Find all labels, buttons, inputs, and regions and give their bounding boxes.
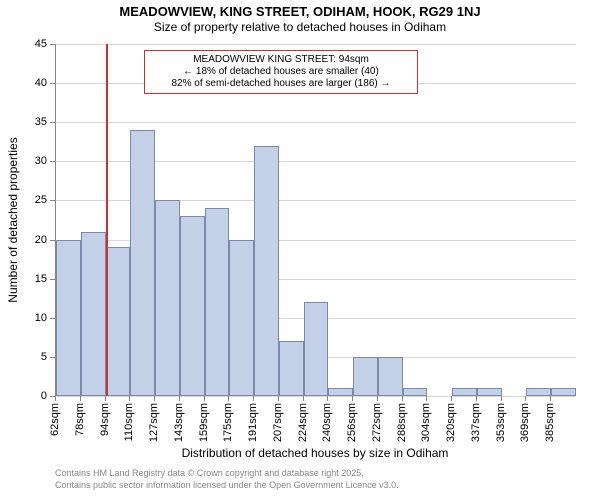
x-tick-label: 353sqm — [495, 403, 507, 442]
x-tick-label: 240sqm — [321, 403, 333, 442]
x-tick-mark — [550, 396, 551, 401]
y-tick-label: 5 — [41, 351, 47, 363]
histogram-bar — [155, 200, 180, 396]
x-tick-label: 304sqm — [420, 403, 432, 442]
x-tick-mark — [476, 396, 477, 401]
attribution-line1: Contains HM Land Registry data © Crown c… — [55, 468, 364, 478]
y-tick-mark — [50, 122, 55, 123]
x-tick-mark — [303, 396, 304, 401]
y-tick-label: 20 — [35, 234, 47, 246]
attribution-line2: Contains public sector information licen… — [55, 480, 399, 490]
histogram-bar — [353, 357, 378, 396]
x-tick-label: 320sqm — [445, 403, 457, 442]
histogram-bar — [378, 357, 403, 396]
x-tick-mark — [377, 396, 378, 401]
x-tick-label: 143sqm — [173, 403, 185, 442]
x-tick-label: 159sqm — [198, 403, 210, 442]
y-tick-mark — [50, 200, 55, 201]
histogram-bar — [229, 240, 254, 396]
y-tick-mark — [50, 240, 55, 241]
y-tick-label: 15 — [35, 273, 47, 285]
grid-line — [56, 122, 576, 123]
x-tick-mark — [525, 396, 526, 401]
annotation-box: MEADOWVIEW KING STREET: 94sqm← 18% of de… — [144, 50, 418, 94]
y-tick-label: 35 — [35, 116, 47, 128]
histogram-bar — [477, 388, 502, 396]
histogram-bar — [304, 302, 329, 396]
histogram-bar — [551, 388, 576, 396]
y-tick-mark — [50, 44, 55, 45]
x-tick-label: 78sqm — [74, 403, 86, 436]
histogram-bar — [526, 388, 551, 396]
y-tick-label: 0 — [41, 390, 47, 402]
y-axis-label: Number of detached properties — [6, 137, 20, 302]
x-tick-mark — [501, 396, 502, 401]
y-tick-label: 40 — [35, 77, 47, 89]
histogram-bar — [56, 240, 81, 396]
x-tick-mark — [352, 396, 353, 401]
histogram-bar — [106, 247, 131, 396]
grid-line — [56, 396, 576, 397]
x-tick-label: 272sqm — [371, 403, 383, 442]
histogram-bar — [205, 208, 230, 396]
x-tick-mark — [80, 396, 81, 401]
x-tick-mark — [253, 396, 254, 401]
x-tick-label: 127sqm — [148, 403, 160, 442]
y-tick-mark — [50, 279, 55, 280]
histogram-bar — [403, 388, 428, 396]
histogram-bar — [130, 130, 155, 396]
annotation-line3: 82% of semi-detached houses are larger (… — [151, 78, 411, 90]
property-marker-line — [106, 44, 108, 396]
x-tick-mark — [228, 396, 229, 401]
annotation-line1: MEADOWVIEW KING STREET: 94sqm — [151, 54, 411, 66]
x-tick-mark — [451, 396, 452, 401]
chart-title-line2: Size of property relative to detached ho… — [0, 19, 600, 34]
x-tick-mark — [105, 396, 106, 401]
plot-area: MEADOWVIEW KING STREET: 94sqm← 18% of de… — [55, 44, 576, 397]
histogram-bar — [279, 341, 304, 396]
x-tick-label: 337sqm — [470, 403, 482, 442]
y-tick-mark — [50, 318, 55, 319]
histogram-bar — [328, 388, 353, 396]
x-tick-label: 110sqm — [123, 403, 135, 441]
x-tick-label: 385sqm — [544, 403, 556, 442]
histogram-bar — [254, 146, 279, 396]
histogram-bar — [452, 388, 477, 396]
grid-line — [56, 44, 576, 45]
x-tick-mark — [327, 396, 328, 401]
x-tick-mark — [179, 396, 180, 401]
y-tick-mark — [50, 83, 55, 84]
x-tick-label: 191sqm — [247, 403, 259, 442]
x-tick-mark — [204, 396, 205, 401]
x-tick-label: 207sqm — [272, 403, 284, 442]
y-tick-mark — [50, 357, 55, 358]
x-tick-mark — [278, 396, 279, 401]
x-axis-label: Distribution of detached houses by size … — [55, 446, 575, 460]
x-tick-label: 62sqm — [49, 403, 61, 436]
histogram-bar — [180, 216, 205, 396]
x-tick-mark — [129, 396, 130, 401]
y-tick-label: 25 — [35, 194, 47, 206]
x-tick-mark — [154, 396, 155, 401]
x-tick-label: 94sqm — [99, 403, 111, 436]
x-tick-mark — [402, 396, 403, 401]
x-tick-label: 224sqm — [297, 403, 309, 442]
x-tick-label: 175sqm — [222, 403, 234, 442]
x-tick-mark — [55, 396, 56, 401]
y-tick-mark — [50, 161, 55, 162]
histogram-bar — [81, 232, 106, 396]
y-tick-label: 30 — [35, 155, 47, 167]
x-tick-label: 288sqm — [396, 403, 408, 442]
y-tick-label: 45 — [35, 38, 47, 50]
annotation-line2: ← 18% of detached houses are smaller (40… — [151, 66, 411, 78]
x-tick-mark — [426, 396, 427, 401]
x-tick-label: 369sqm — [519, 403, 531, 442]
chart-title-line1: MEADOWVIEW, KING STREET, ODIHAM, HOOK, R… — [0, 0, 600, 19]
chart-container: MEADOWVIEW, KING STREET, ODIHAM, HOOK, R… — [0, 0, 600, 500]
y-tick-label: 10 — [35, 312, 47, 324]
x-tick-label: 256sqm — [346, 403, 358, 442]
